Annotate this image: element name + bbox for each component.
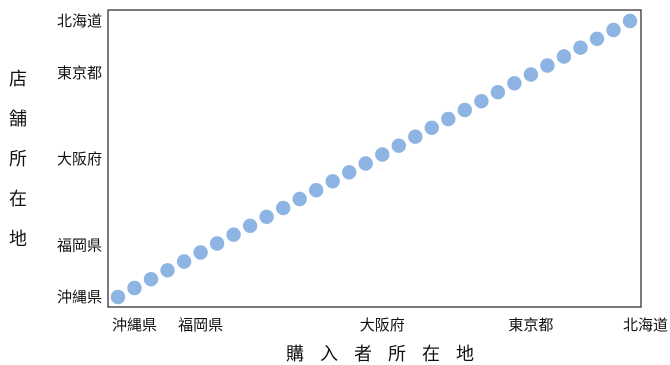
y-tick-label-1: 福岡県 <box>57 236 102 254</box>
x-tick-label-0: 沖縄県 <box>112 316 157 334</box>
data-point-6 <box>209 236 225 251</box>
data-point-15 <box>358 156 373 171</box>
data-point-1 <box>127 280 142 296</box>
y-tick-labels: 沖縄県 福岡県 大阪府 東京都 北海道 <box>57 12 102 306</box>
data-point-18 <box>408 129 423 144</box>
data-point-0 <box>110 289 126 305</box>
x-tick-label-2: 大阪府 <box>360 316 405 334</box>
data-point-14 <box>342 165 357 180</box>
y-axis-title: 店舗所在地 <box>9 69 27 250</box>
x-tick-label-1: 福岡県 <box>178 316 223 334</box>
y-axis-title-text: 店舗所在地 <box>9 69 27 250</box>
data-points <box>110 13 638 305</box>
x-tick-label-3: 東京都 <box>508 316 553 334</box>
data-point-12 <box>309 183 324 198</box>
data-point-19 <box>424 120 439 135</box>
x-axis-title-text: 購入者所在地 <box>286 344 490 365</box>
y-tick-label-3: 東京都 <box>57 64 102 82</box>
data-point-2 <box>143 272 159 287</box>
y-tick-label-2: 大阪府 <box>57 150 102 168</box>
y-tick-label-0: 沖縄県 <box>57 288 102 306</box>
y-tick-label-4: 北海道 <box>57 12 102 30</box>
data-point-30 <box>606 22 621 38</box>
x-tick-labels: 沖縄県 福岡県 大阪府 東京都 北海道 <box>112 316 668 334</box>
data-point-13 <box>325 174 340 189</box>
data-point-11 <box>292 191 307 207</box>
data-point-28 <box>573 40 588 55</box>
data-point-27 <box>556 49 572 64</box>
data-point-29 <box>589 31 605 46</box>
data-point-17 <box>391 138 406 153</box>
data-point-24 <box>507 76 522 91</box>
data-point-26 <box>540 58 555 73</box>
data-point-9 <box>259 209 274 224</box>
data-point-4 <box>176 254 192 269</box>
data-point-31 <box>622 13 638 29</box>
plot-frame <box>107 9 642 308</box>
data-point-8 <box>242 218 258 233</box>
data-point-23 <box>490 85 506 100</box>
data-point-25 <box>523 67 539 82</box>
data-point-16 <box>375 147 390 162</box>
data-point-5 <box>193 245 208 260</box>
data-point-3 <box>160 263 175 278</box>
data-point-10 <box>276 200 291 216</box>
data-point-7 <box>226 227 241 242</box>
data-point-20 <box>441 111 456 127</box>
data-point-22 <box>474 94 489 109</box>
x-tick-label-4: 北海道 <box>623 316 668 334</box>
data-point-21 <box>457 102 472 118</box>
x-axis-title: 購入者所在地 <box>286 344 490 365</box>
